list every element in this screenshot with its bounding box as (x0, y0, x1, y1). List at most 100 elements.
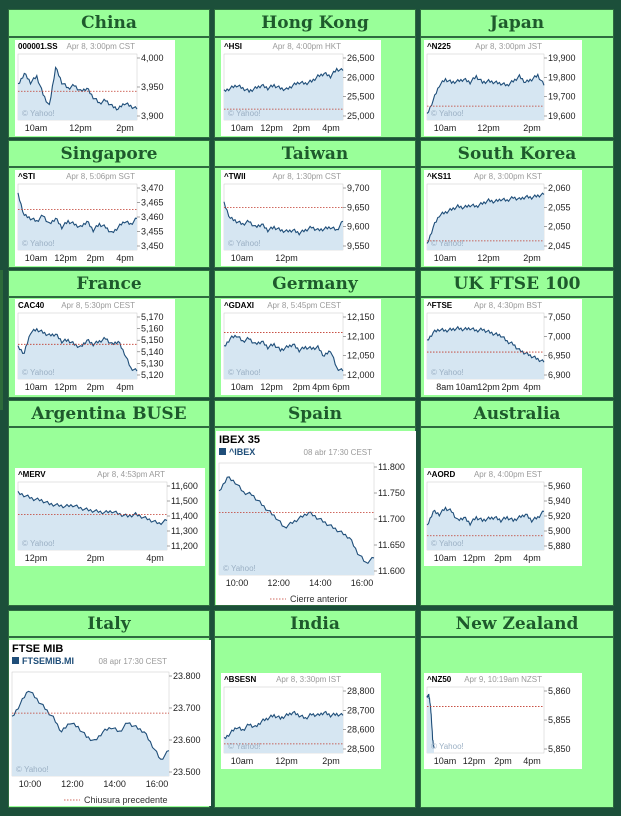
y-tick-label: 5,960 (548, 481, 571, 491)
yahoo-watermark: © Yahoo! (22, 368, 55, 377)
y-tick-label: 5,120 (141, 370, 164, 380)
y-tick-label: 19,900 (548, 53, 576, 63)
chart-france[interactable]: CAC40 Apr 8, 5:30pm CEST 5,170 5,160 5,150 5,… (15, 299, 175, 395)
yahoo-watermark: © Yahoo! (431, 742, 464, 751)
market-header-south-korea[interactable]: South Korea (420, 140, 614, 167)
y-tick-label: 11.800 (378, 462, 405, 472)
chart-svg-japan: ^N225 Apr 8, 3:00pm JST 19,900 19,800 19,700… (426, 42, 576, 133)
chart-legend: Chiusura precedente (84, 795, 168, 805)
chart-svg-australia: ^AORD Apr 8, 4:00pm EST 5,960 5,940 5,920 5,9… (426, 470, 571, 563)
chart-spain[interactable]: IBEX 35 ^IBEX 08 abr 17:30 CEST 11.800 11.75… (216, 431, 416, 605)
y-tick-label: 25,500 (347, 92, 375, 102)
y-tick-label: 28,600 (347, 725, 375, 735)
x-tick-label: 14:00 (103, 779, 126, 789)
yahoo-watermark: © Yahoo! (22, 539, 55, 548)
chart-argentina-buse[interactable]: ^MERV Apr 8, 4:53pm ART 11,600 11,500 11,400… (15, 468, 205, 566)
y-tick-label: 3,455 (141, 227, 164, 237)
chart-taiwan[interactable]: ^TWII Apr 8, 1:30pm CST 9,700 9,650 9,600 9,5… (221, 170, 381, 266)
x-tick-label: 10am (434, 123, 457, 133)
chart-svg-germany: ^GDAXI Apr 8, 5:45pm CEST 12,150 12,100 12,0… (223, 301, 375, 392)
x-tick-label: 4pm 6pm (312, 382, 350, 392)
chart-china[interactable]: 000001.SS Apr 8, 3:00pm CST 4,000 3,950 3,90… (15, 40, 175, 136)
market-header-france[interactable]: France (8, 270, 210, 297)
market-header-japan[interactable]: Japan (420, 9, 614, 37)
chart-italy[interactable]: FTSE MIB FTSEMIB.MI 08 apr 17:30 CEST 23.80… (9, 640, 211, 806)
x-tick-label: 2pm (293, 382, 311, 392)
y-tick-label: 5,170 (141, 312, 164, 322)
chart-germany[interactable]: ^GDAXI Apr 8, 5:45pm CEST 12,150 12,100 12,0… (221, 299, 381, 395)
chart-india[interactable]: ^BSESN Apr 8, 3:30pm IST 28,800 28,700 28,60… (221, 673, 381, 769)
chart-singapore[interactable]: ^STI Apr 8, 5:06pm SGT 3,470 3,465 3,460 3,45… (15, 170, 175, 266)
chart-legend: Cierre anterior (290, 594, 348, 604)
y-tick-label: 28,500 (347, 744, 375, 754)
yahoo-watermark: © Yahoo! (228, 239, 261, 248)
market-header-india[interactable]: India (214, 610, 416, 637)
market-header-argentina-buse[interactable]: Argentina BUSE (8, 400, 210, 427)
series-area (224, 201, 343, 250)
market-header-new-zealand[interactable]: New Zealand (420, 610, 614, 637)
series-area (18, 192, 137, 250)
chart-svg-hong-kong: ^HSI Apr 8, 4:00pm HKT 26,500 26,000 25,500 2… (223, 42, 375, 133)
series-area (427, 326, 544, 379)
x-tick-label: 10am (231, 756, 254, 766)
x-tick-label: 12:00 (61, 779, 84, 789)
yahoo-watermark: © Yahoo! (228, 109, 261, 118)
y-tick-label: 4,000 (141, 53, 164, 63)
market-header-singapore[interactable]: Singapore (8, 140, 210, 167)
market-header-hong-kong[interactable]: Hong Kong (214, 9, 416, 37)
chart-date: Apr 9, 10:19am NZST (464, 675, 542, 684)
x-tick-label: 10:00 (19, 779, 42, 789)
chart-new-zealand[interactable]: ^NZ50 Apr 9, 10:19am NZST 5,860 5,855 5,850 1… (424, 673, 582, 769)
series-line (218, 476, 375, 565)
chart-date: Apr 8, 5:45pm CEST (267, 301, 341, 310)
y-tick-label: 11,600 (171, 481, 198, 491)
chart-svg-india: ^BSESN Apr 8, 3:30pm IST 28,800 28,700 28,60… (223, 675, 375, 766)
chart-japan[interactable]: ^N225 Apr 8, 3:00pm JST 19,900 19,800 19,700… (424, 40, 582, 136)
x-tick-label: 4pm (146, 553, 164, 563)
chart-uk-ftse-100[interactable]: ^FTSE Apr 8, 4:30pm BST 7,050 7,000 6,950 6,9… (424, 299, 582, 395)
chart-symbol: CAC40 (18, 301, 45, 310)
market-header-spain[interactable]: Spain (214, 400, 416, 427)
y-tick-label: 3,460 (141, 212, 164, 222)
chart-symbol: ^FTSE (427, 301, 453, 310)
market-header-italy[interactable]: Italy (8, 610, 210, 637)
x-tick-label: 12pm (477, 382, 500, 392)
y-tick-label: 28,800 (347, 686, 375, 696)
x-tick-label: 2pm (501, 382, 519, 392)
x-tick-label: 12pm (463, 756, 486, 766)
y-tick-label: 11.700 (378, 514, 405, 524)
chart-symbol: ^STI (18, 172, 35, 181)
market-header-uk-ftse-100[interactable]: UK FTSE 100 (420, 270, 614, 297)
y-tick-label: 3,470 (141, 183, 164, 193)
chart-symbol: ^KS11 (427, 172, 452, 181)
chart-title: FTSE MIB (12, 643, 63, 655)
chart-hong-kong[interactable]: ^HSI Apr 8, 4:00pm HKT 26,500 26,000 25,500 2… (221, 40, 381, 136)
x-tick-label: 12pm (69, 123, 92, 133)
chart-symbol: 000001.SS (18, 42, 58, 51)
market-header-australia[interactable]: Australia (420, 400, 614, 427)
series-area (18, 67, 137, 120)
series-area (12, 691, 169, 776)
y-tick-label: 9,650 (347, 202, 370, 212)
x-tick-label: 4pm (523, 756, 541, 766)
chart-australia[interactable]: ^AORD Apr 8, 4:00pm EST 5,960 5,940 5,920 5,9… (424, 468, 582, 566)
market-header-china[interactable]: China (8, 9, 210, 37)
chart-svg-argentina-buse: ^MERV Apr 8, 4:53pm ART 11,600 11,500 11,400… (17, 470, 198, 563)
chart-symbol: ^TWII (224, 172, 246, 181)
x-tick-label: 2pm (87, 253, 105, 263)
market-header-taiwan[interactable]: Taiwan (214, 140, 416, 167)
series-line (17, 327, 138, 372)
y-tick-label: 12,050 (347, 351, 375, 361)
series-area (219, 476, 374, 575)
x-tick-label: 2pm (523, 253, 541, 263)
x-tick-label: 12pm (260, 123, 283, 133)
y-tick-label: 23.800 (173, 671, 201, 681)
yahoo-watermark: © Yahoo! (22, 239, 55, 248)
y-tick-label: 7,050 (548, 312, 571, 322)
chart-south-korea[interactable]: ^KS11 Apr 8, 3:00pm KST 2,060 2,055 2,050 2,0… (424, 170, 582, 266)
market-header-germany[interactable]: Germany (214, 270, 416, 297)
x-tick-label: 2pm (293, 123, 311, 133)
x-tick-label: 10am (231, 253, 254, 263)
chart-date: Apr 8, 4:00pm HKT (273, 42, 342, 51)
